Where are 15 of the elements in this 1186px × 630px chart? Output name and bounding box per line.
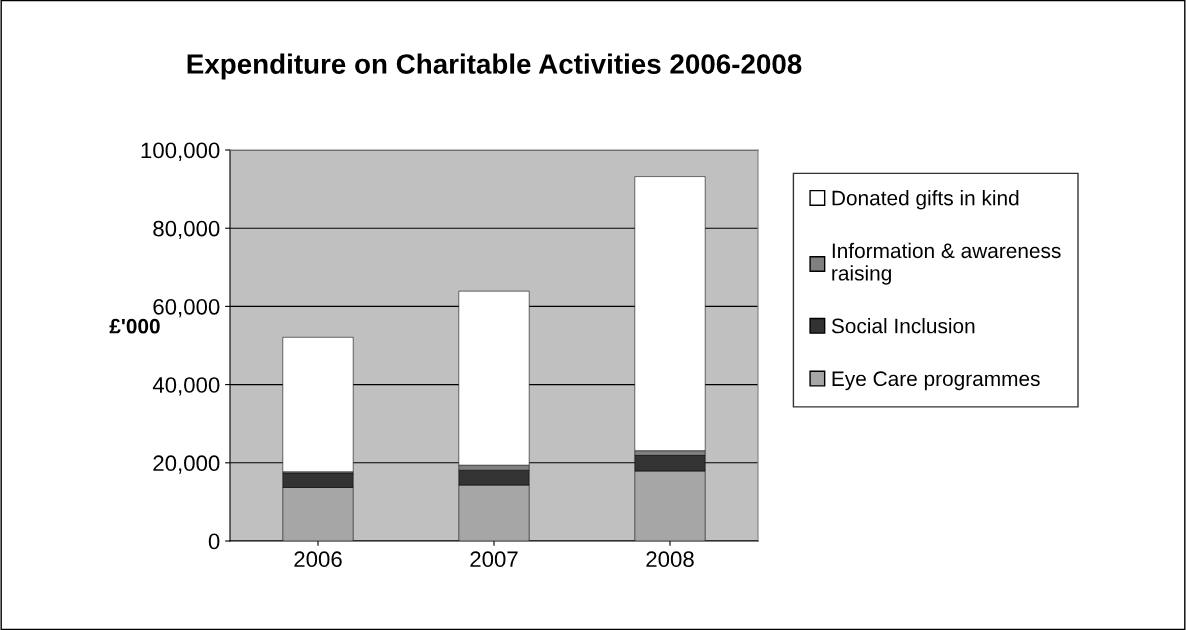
y-tick-label: 20,000 bbox=[153, 455, 220, 474]
y-tick-label: 60,000 bbox=[153, 298, 220, 318]
legend-label: Donated gifts in kind bbox=[832, 190, 1019, 210]
y-tick-label: 40,000 bbox=[152, 377, 220, 396]
y-tick-label: 100,000 bbox=[141, 142, 220, 161]
chart-title: Expenditure on Charitable Activities 2006-2008 bbox=[187, 53, 802, 80]
y-tick-label: 80,000 bbox=[153, 220, 220, 240]
x-tick-label: 2008 bbox=[646, 551, 694, 568]
y-tick-label: 0 bbox=[208, 533, 220, 550]
legend-label: Social Inclusion bbox=[831, 318, 975, 334]
x-tick-label: 2007 bbox=[470, 551, 518, 568]
legend-label: Information & awareness raising bbox=[832, 242, 1061, 285]
x-tick-label: 2006 bbox=[294, 551, 342, 568]
y-axis-title: £'000 bbox=[109, 318, 160, 334]
legend-label: Eye Care programmes bbox=[832, 371, 1040, 391]
